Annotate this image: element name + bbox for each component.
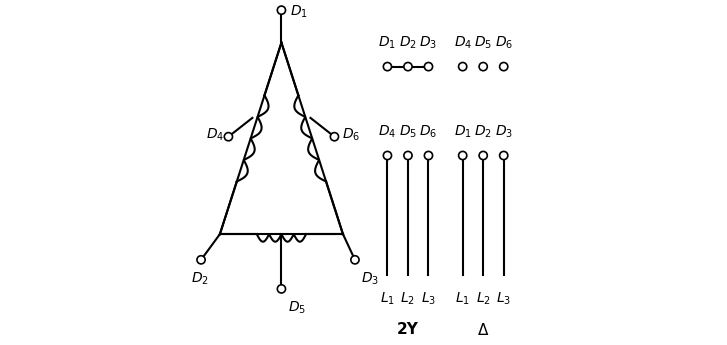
Circle shape [479,62,487,71]
Text: $D_3$: $D_3$ [494,124,513,140]
Text: $D_4$: $D_4$ [454,34,472,51]
Circle shape [383,151,392,160]
Text: $D_6$: $D_6$ [419,124,438,140]
Circle shape [479,151,487,160]
Text: $D_4$: $D_4$ [378,124,396,140]
Text: $L_1$: $L_1$ [455,291,470,307]
Text: $D_1$: $D_1$ [454,124,472,140]
Circle shape [459,151,467,160]
Text: $D_2$: $D_2$ [191,270,209,287]
Circle shape [197,256,205,264]
Circle shape [383,62,392,71]
Circle shape [351,256,359,264]
Text: $L_1$: $L_1$ [380,291,395,307]
Text: $D_3$: $D_3$ [419,34,438,51]
Circle shape [277,6,286,14]
Text: $D_2$: $D_2$ [399,34,417,51]
Circle shape [225,132,233,141]
Text: $D_4$: $D_4$ [206,127,225,143]
Circle shape [499,151,508,160]
Text: $\Delta$: $\Delta$ [477,322,489,338]
Text: $D_3$: $D_3$ [361,270,379,287]
Text: $L_3$: $L_3$ [496,291,511,307]
Text: $D_5$: $D_5$ [399,124,417,140]
Text: $D_6$: $D_6$ [342,127,360,143]
Text: $D_5$: $D_5$ [288,299,305,316]
Text: $L_2$: $L_2$ [475,291,491,307]
Circle shape [459,62,467,71]
Text: $D_1$: $D_1$ [379,34,396,51]
Text: $D_6$: $D_6$ [494,34,513,51]
Circle shape [425,151,433,160]
Circle shape [330,132,339,141]
Text: $L_2$: $L_2$ [401,291,415,307]
Text: 2Y: 2Y [397,323,419,337]
Text: $L_3$: $L_3$ [421,291,436,307]
Text: $D_5$: $D_5$ [474,34,492,51]
Circle shape [499,62,508,71]
Circle shape [425,62,433,71]
Circle shape [277,285,286,293]
Text: $D_2$: $D_2$ [474,124,492,140]
Circle shape [404,62,412,71]
Circle shape [404,151,412,160]
Text: $D_1$: $D_1$ [290,4,308,20]
